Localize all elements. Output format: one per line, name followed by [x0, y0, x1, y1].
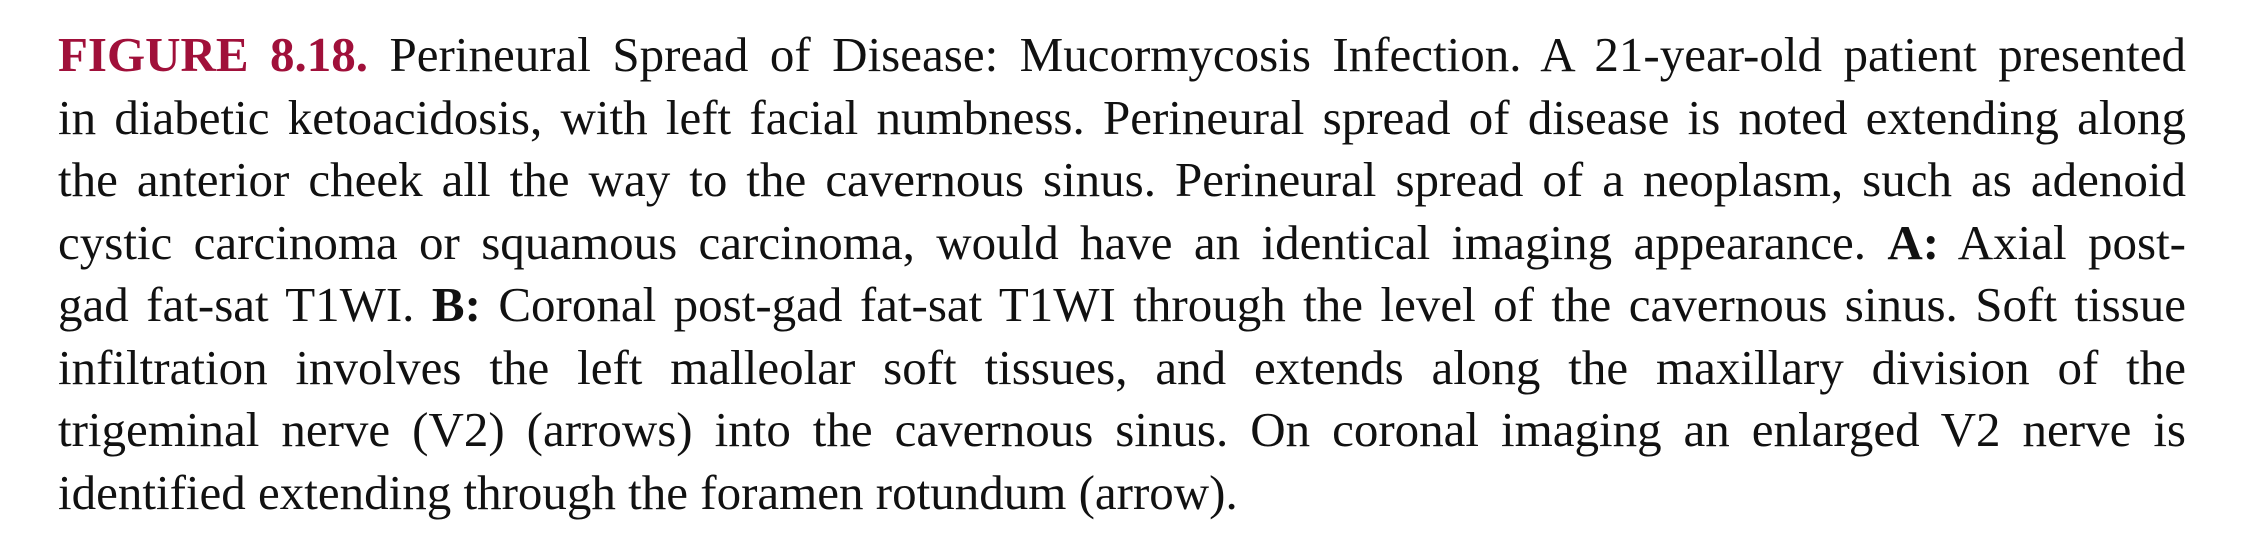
caption-text-4: cystic carcinoma or squamous carcinoma, …: [58, 214, 1867, 270]
caption-line-2: in diabetic ketoacidosis, with left faci…: [58, 89, 2186, 145]
panel-a-text-start: Axial post-: [1957, 214, 2186, 270]
caption-line-8: identified extending through the foramen…: [58, 464, 1238, 520]
figure-caption: FIGURE 8.18. Perineural Spread of Diseas…: [58, 24, 2186, 524]
panel-b-label: B:: [431, 277, 481, 332]
caption-line-5: gad fat-sat T1WI. B: Coronal post-gad fa…: [58, 274, 2186, 337]
caption-line-6: infiltration involves the left malleolar…: [58, 339, 2186, 395]
figure-label: FIGURE 8.18.: [58, 27, 369, 82]
caption-line-4: cystic carcinoma or squamous carcinoma, …: [58, 212, 2186, 275]
caption-text-1: Perineural Spread of Disease: Mucormycos…: [389, 27, 2187, 82]
caption-line-7: trigeminal nerve (V2) (arrows) into the …: [58, 402, 2186, 457]
panel-a-label: A:: [1887, 214, 1940, 270]
panel-a-text-end: gad fat-sat T1WI.: [58, 277, 415, 332]
caption-line-1: FIGURE 8.18. Perineural Spread of Diseas…: [58, 24, 2186, 87]
caption-line-3: the anterior cheek all the way to the ca…: [58, 152, 2186, 207]
panel-b-text: Coronal post-gad fat-sat T1WI through th…: [498, 277, 2187, 332]
